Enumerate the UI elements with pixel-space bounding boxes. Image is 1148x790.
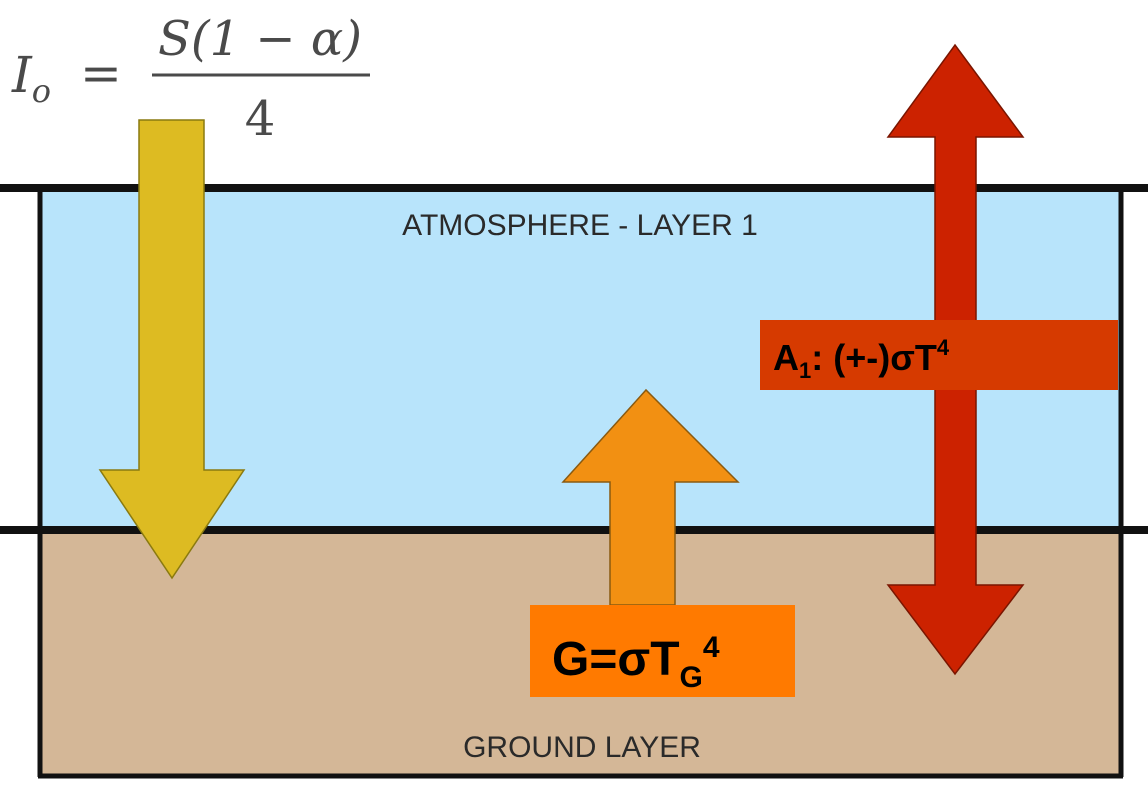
atmosphere-emission-label: A1: (+-)σT4 xyxy=(773,335,950,383)
ground-emission-arrow xyxy=(561,388,740,606)
solar-arrow xyxy=(98,119,246,580)
ground-emission-label-box xyxy=(530,605,795,697)
atmosphere-layer-label: ATMOSPHERE - LAYER 1 xyxy=(402,209,758,242)
ground-layer-label: GROUND LAYER xyxy=(463,731,701,764)
formula-denominator: 4 xyxy=(245,91,276,147)
atmosphere-emission-label-box xyxy=(760,320,1118,390)
ground-emission-label: G=σTG4 xyxy=(552,631,720,694)
formula-numerator: S(1 − α) xyxy=(158,11,362,67)
formula-equals: = xyxy=(80,44,122,102)
solar-input-formula: Io = S(1 − α) 4 xyxy=(11,11,370,147)
formula-lhs: Io xyxy=(11,46,51,110)
